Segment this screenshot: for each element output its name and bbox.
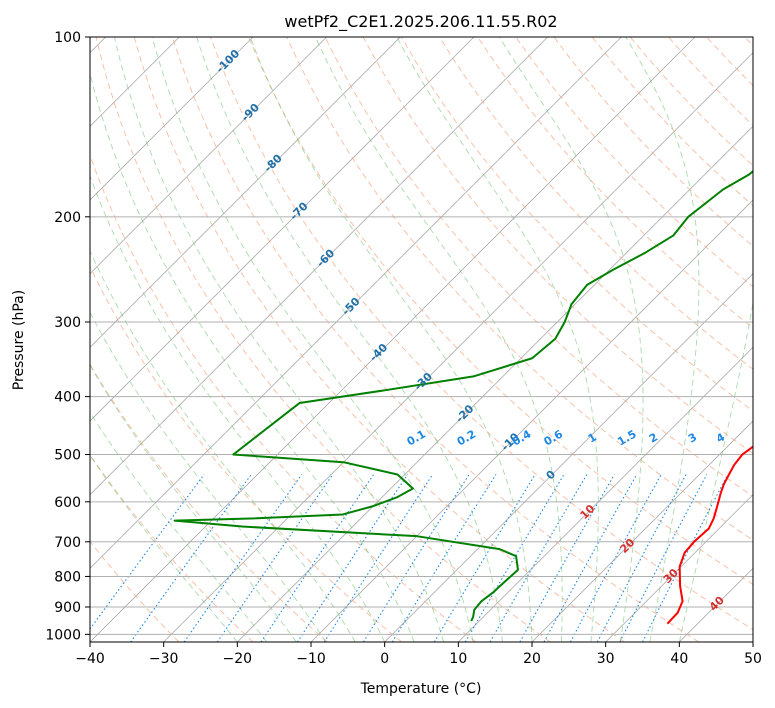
x-axis-label: Temperature (°C)	[360, 681, 482, 697]
y-tick-label: 800	[54, 569, 81, 585]
isotherm-line	[752, 641, 753, 642]
temperature-line	[666, 445, 753, 625]
x-tick-label: 10	[449, 651, 467, 667]
x-tick-label: 0	[380, 651, 389, 667]
x-tick-label: 20	[523, 651, 541, 667]
moist-adiabat	[498, 37, 644, 642]
y-axis: 100 200 300 400 500 600 700 800 900 1000	[45, 30, 90, 643]
dry-adiabat	[324, 37, 753, 497]
isotherm-line	[90, 37, 548, 496]
x-tick-label: −20	[223, 651, 253, 667]
mixing-ratio-line	[362, 474, 470, 642]
x-tick-label: −40	[75, 651, 105, 667]
mixing-ratio-line	[323, 474, 434, 642]
isotherm-line	[310, 199, 753, 642]
chart-title: wetPf2_C2E1.2025.206.11.55.R02	[284, 12, 557, 32]
mixing-ratio-line	[464, 474, 565, 642]
mixing-ratio-line	[596, 474, 687, 642]
moist-adiabat	[678, 300, 753, 642]
moist-adiabat	[396, 37, 599, 642]
mixing-ratio-line	[519, 474, 615, 642]
x-tick-label: 40	[670, 651, 688, 667]
moist-adiabat	[90, 454, 238, 642]
moist-adiabat	[249, 37, 533, 642]
mixing-ratio-line	[569, 474, 662, 642]
y-axis-label: Pressure (hPa)	[11, 290, 27, 390]
dry-adiabat	[210, 37, 753, 631]
y-tick-label: 700	[54, 535, 81, 551]
y-tick-label: 100	[54, 30, 81, 46]
moist-adiabat	[90, 249, 356, 642]
y-tick-label: 400	[54, 390, 81, 406]
y-tick-label: 300	[54, 315, 81, 331]
moist-adiabat	[90, 364, 297, 642]
x-tick-label: −30	[149, 651, 179, 667]
mixing-ratio-line	[260, 474, 375, 642]
mixing-ratio-line	[543, 474, 638, 642]
y-tick-label: 200	[54, 210, 81, 226]
dewpoint-line	[173, 170, 753, 622]
dry-adiabat	[171, 37, 700, 642]
dry-adiabat	[362, 37, 753, 454]
isotherm-line	[458, 346, 753, 642]
mixing-ratio-line	[489, 474, 588, 642]
dry-adiabat	[90, 154, 477, 642]
moist-adiabat	[151, 37, 474, 642]
moist-adiabat	[113, 37, 445, 642]
isotherm-line	[90, 37, 401, 348]
mixing-ratio-line	[433, 474, 536, 642]
y-tick-label: 1000	[45, 627, 81, 643]
isotherm-line	[605, 494, 753, 642]
dry-adiabat	[90, 363, 328, 642]
dry-adiabat	[90, 265, 403, 642]
mixing-ratio-label: 6	[753, 430, 766, 445]
isotherm-line	[90, 37, 254, 201]
moist-adiabat	[625, 37, 700, 642]
moist-adiabat	[90, 71, 415, 642]
isotherm-line	[90, 37, 327, 275]
moist-adiabat	[90, 174, 386, 642]
mixing-ratio-line	[297, 474, 409, 642]
dry-adiabat	[515, 37, 753, 288]
x-tick-label: −10	[296, 651, 326, 667]
dry-adiabat	[133, 37, 625, 642]
moist-adiabat	[90, 311, 327, 642]
x-axis: −40 −30 −20 −10 0 10 20 30 40 50	[75, 642, 762, 667]
mixing-ratio-line	[130, 474, 252, 642]
dry-adiabat	[439, 37, 753, 370]
dry-adiabat	[90, 454, 254, 642]
x-tick-label: 50	[744, 651, 762, 667]
plot-frame	[89, 36, 754, 643]
moist-adiabat	[196, 37, 503, 642]
y-tick-label: 900	[54, 600, 81, 616]
moist-adiabat	[90, 411, 268, 642]
dry-adiabat	[286, 37, 753, 541]
isotherm-line	[90, 37, 622, 569]
isotherm-line	[531, 420, 753, 642]
mixing-ratio-line	[391, 474, 497, 642]
isotherm-line	[90, 37, 696, 642]
isotherm-line	[163, 52, 753, 642]
sounding-series	[173, 170, 753, 625]
pressure-gridlines	[90, 216, 753, 635]
dry-adiabat	[95, 37, 551, 642]
isotherm-line	[384, 273, 753, 642]
dry-adiabat	[248, 37, 753, 585]
moist-adiabat	[315, 37, 563, 642]
plot-background	[90, 37, 753, 642]
y-tick-label: 500	[54, 448, 81, 464]
background-lines	[90, 37, 753, 642]
y-tick-label: 600	[54, 495, 81, 511]
x-tick-label: 30	[597, 651, 615, 667]
dry-adiabat	[477, 37, 753, 329]
mixing-ratio-line	[216, 474, 334, 642]
isotherm-line	[237, 125, 753, 642]
